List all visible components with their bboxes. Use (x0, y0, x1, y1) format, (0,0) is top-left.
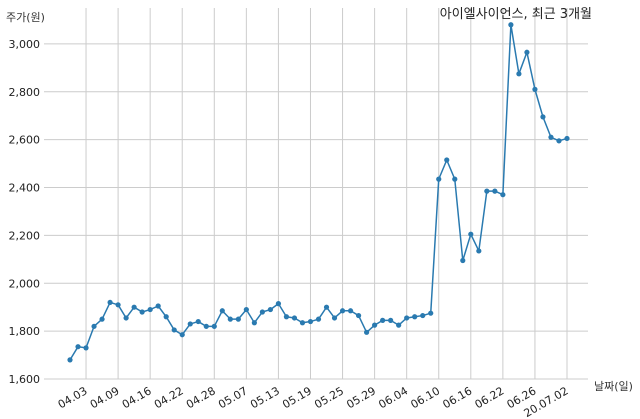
data-point (243, 306, 249, 313)
x-tick-label: 05.07 (216, 384, 250, 411)
data-point (179, 332, 185, 338)
y-tick-label: 2,600 (9, 134, 41, 147)
data-point (67, 357, 73, 363)
x-tick-label: 05.19 (280, 384, 314, 411)
data-point (476, 248, 482, 254)
data-point (412, 314, 418, 320)
x-tick-label: 04.22 (152, 384, 186, 411)
y-tick-label: 2,200 (9, 229, 41, 242)
data-point (323, 304, 330, 310)
data-point (396, 322, 402, 328)
data-point (484, 188, 490, 194)
data-point (211, 323, 217, 329)
x-tick-label: 04.28 (184, 384, 218, 411)
data-point (267, 306, 274, 313)
data-point (163, 314, 169, 320)
data-point (75, 344, 81, 350)
data-point (339, 308, 346, 314)
data-point (380, 317, 386, 323)
data-point (251, 320, 257, 326)
data-point (139, 309, 145, 315)
y-tick-label: 3,000 (9, 38, 41, 51)
data-point (452, 176, 458, 182)
x-tick-label: 05.25 (312, 384, 346, 411)
data-point (347, 308, 354, 314)
data-point (508, 22, 514, 28)
data-point (532, 86, 538, 92)
data-point (147, 306, 153, 313)
data-point (460, 257, 466, 264)
data-point (155, 303, 161, 309)
data-point (83, 345, 89, 351)
data-point (275, 301, 282, 307)
grid-lines (44, 8, 588, 380)
data-point (404, 315, 410, 321)
x-tick-label: 05.13 (248, 384, 282, 411)
x-axis: 04.0304.0904.1604.2204.2805.0705.1305.19… (56, 384, 571, 419)
data-point (227, 316, 233, 322)
data-point (187, 321, 193, 327)
data-point (203, 323, 209, 329)
data-point (315, 316, 322, 322)
x-tick-label: 04.09 (88, 384, 122, 411)
x-tick-label: 06.16 (441, 384, 475, 411)
x-tick-label: 06.10 (408, 384, 442, 411)
data-point (363, 329, 370, 335)
y-axis-title: 주가(원) (6, 11, 45, 24)
x-tick-label: 05.29 (344, 384, 378, 411)
y-tick-label: 2,400 (9, 182, 41, 195)
data-point (548, 134, 554, 140)
y-tick-label: 2,000 (9, 277, 41, 290)
y-tick-label: 1,600 (9, 373, 41, 386)
data-point (372, 322, 378, 328)
y-axis: 1,600 1,800 2,000 2,200 2,400 2,600 2,800 3,000 (9, 38, 41, 386)
data-point (299, 320, 306, 326)
data-point (171, 327, 177, 333)
data-point (564, 135, 570, 142)
data-point (436, 176, 442, 182)
data-point (444, 157, 450, 163)
data-point (259, 309, 265, 315)
x-tick-label: 06.22 (473, 384, 507, 411)
data-point (235, 316, 241, 322)
data-point (355, 312, 362, 319)
data-point (492, 188, 498, 194)
data-point (500, 192, 506, 198)
data-point (428, 310, 434, 316)
series-line (69, 24, 568, 361)
data-point (219, 308, 225, 314)
data-point (388, 317, 394, 323)
data-point (115, 302, 121, 308)
data-point (195, 318, 201, 325)
data-point (331, 315, 338, 321)
data-point (283, 314, 290, 320)
series-group (67, 22, 570, 363)
data-point (99, 316, 105, 322)
y-tick-label: 2,800 (9, 86, 41, 99)
x-tick-label: 04.03 (56, 384, 90, 411)
data-point (131, 304, 137, 310)
x-axis-title: 날짜(일) (594, 379, 633, 393)
y-tick-label: 1,800 (9, 325, 41, 338)
data-point (524, 49, 530, 55)
data-point (291, 315, 298, 321)
data-point (123, 315, 129, 321)
data-point (516, 71, 522, 77)
data-point (91, 323, 97, 329)
data-point (307, 318, 314, 325)
data-point (107, 299, 113, 306)
chart-title: 아이엘사이언스, 최근 3개월 (440, 7, 592, 22)
data-point (420, 312, 426, 319)
x-tick-label: 06.04 (376, 384, 410, 411)
x-tick-label: 04.16 (120, 384, 154, 411)
data-point (540, 114, 546, 120)
data-point (468, 231, 474, 237)
data-point (556, 138, 562, 144)
